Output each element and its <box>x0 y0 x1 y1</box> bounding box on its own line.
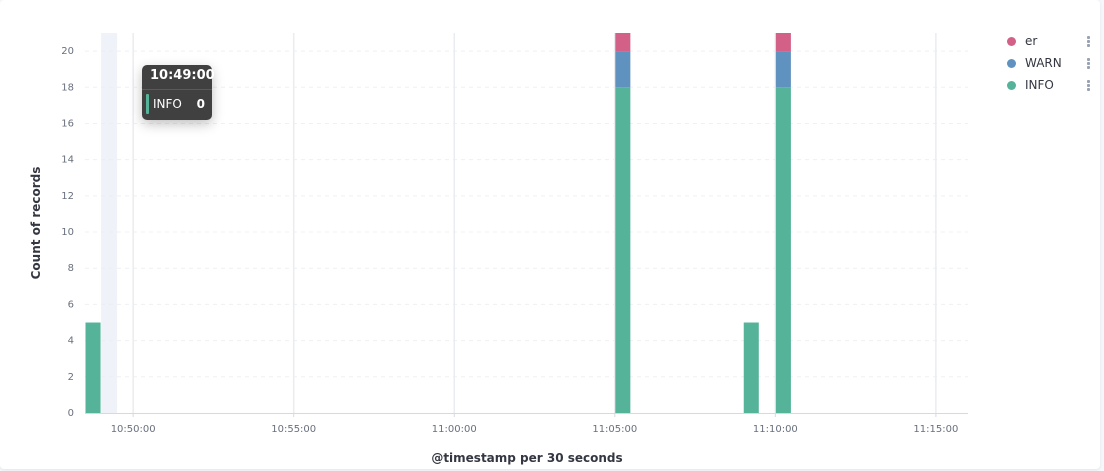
bar-segment-er <box>775 33 791 52</box>
x-axis-title: @timestamp per 30 seconds <box>431 451 622 465</box>
menu-dot <box>1086 83 1090 87</box>
legend: er WARN INFO <box>1004 30 1094 96</box>
menu-dot <box>1086 39 1090 43</box>
y-tick-label: 10 <box>61 227 74 238</box>
legend-label: WARN <box>1025 56 1062 70</box>
legend-label: INFO <box>1025 78 1054 92</box>
y-tick-label: 4 <box>68 336 74 347</box>
bar-segment-er <box>615 33 631 52</box>
menu-dot <box>1086 43 1090 47</box>
bar-segment-info <box>85 322 101 413</box>
legend-item-warn[interactable]: WARN <box>1004 52 1094 74</box>
y-axis-title: Count of records <box>29 167 43 280</box>
y-tick-label: 8 <box>68 263 74 274</box>
tooltip-series-value: 0 <box>196 97 205 111</box>
bar-segment-info <box>615 87 631 414</box>
legend-item-info[interactable]: INFO <box>1004 74 1094 96</box>
x-tick-label: 10:55:00 <box>271 424 316 435</box>
bar-segment-warn <box>775 51 791 88</box>
y-tick-label: 2 <box>68 372 74 383</box>
tooltip-row: INFO 0 <box>142 90 212 118</box>
y-tick-label: 14 <box>61 155 74 166</box>
chart-tooltip: 10:49:00 INFO 0 <box>142 65 215 120</box>
menu-dot <box>1086 65 1090 69</box>
axes: 0 2 4 6 8 10 12 14 16 18 20 10:50:00 10:55:00 11:00:0… <box>61 46 968 435</box>
y-tick-label: 0 <box>68 408 74 419</box>
menu-dot <box>1086 61 1090 65</box>
bar-segment-info <box>775 87 791 414</box>
x-tick-label: 11:15:00 <box>913 424 958 435</box>
bars <box>85 33 791 414</box>
bar-segment-warn <box>615 51 631 88</box>
x-tick-label: 11:05:00 <box>592 424 637 435</box>
tooltip-title: 10:49:00 <box>142 65 215 90</box>
legend-label: er <box>1025 34 1038 48</box>
y-tick-label: 6 <box>68 299 74 310</box>
x-tick-label: 11:10:00 <box>753 424 798 435</box>
hover-band <box>101 33 118 413</box>
legend-color-dot <box>1007 80 1016 90</box>
tooltip-color-swatch <box>146 94 149 114</box>
legend-actions-icon[interactable] <box>1082 57 1094 69</box>
menu-dot <box>1086 79 1090 83</box>
y-tick-label: 18 <box>61 82 74 93</box>
bar-segment-info <box>743 322 759 413</box>
legend-color-dot <box>1007 58 1016 68</box>
chart-area[interactable]: 0 2 4 6 8 10 12 14 16 18 20 10:50:00 10:55:00 11:00:0… <box>0 0 1000 471</box>
menu-dot <box>1086 57 1090 61</box>
y-tick-label: 16 <box>61 118 74 129</box>
y-tick-label: 20 <box>61 46 74 57</box>
tooltip-series-label: INFO <box>153 97 182 111</box>
legend-actions-icon[interactable] <box>1082 79 1094 91</box>
menu-dot <box>1086 35 1090 39</box>
gridlines <box>85 33 968 413</box>
hover-highlight <box>101 33 118 413</box>
menu-dot <box>1086 87 1090 91</box>
legend-color-dot <box>1007 36 1016 46</box>
legend-item-er[interactable]: er <box>1004 30 1094 52</box>
legend-actions-icon[interactable] <box>1082 35 1094 47</box>
x-tick-label: 10:50:00 <box>111 424 156 435</box>
y-tick-label: 12 <box>61 191 74 202</box>
x-tick-label: 11:00:00 <box>432 424 477 435</box>
